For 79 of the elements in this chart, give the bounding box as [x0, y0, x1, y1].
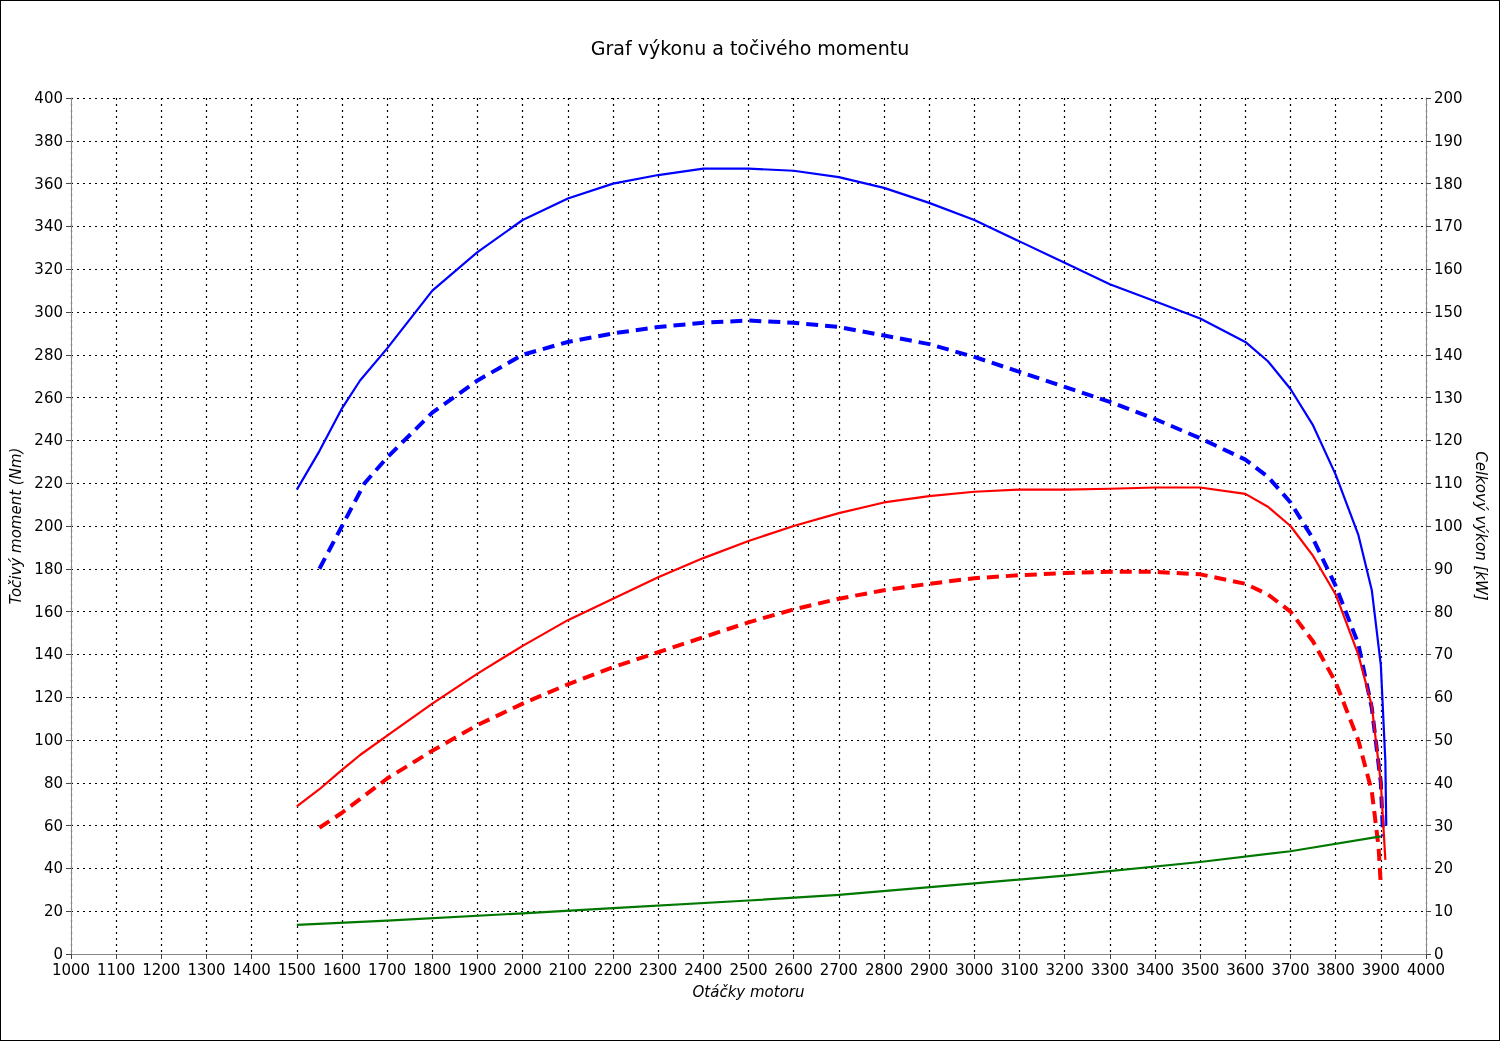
- y2-tick-label: 90: [1434, 559, 1454, 578]
- y2-tick-label: 190: [1434, 131, 1463, 150]
- y-tick-label: 260: [34, 388, 63, 407]
- x-tick-label: 2100: [548, 960, 587, 979]
- x-tick-label: 2900: [910, 960, 949, 979]
- x-tick-label: 2000: [503, 960, 542, 979]
- y-tick-label: 60: [43, 816, 63, 835]
- x-tick-label: 2400: [684, 960, 723, 979]
- y2-tick-label: 180: [1434, 174, 1463, 193]
- y2-tick-label: 40: [1434, 773, 1454, 792]
- line-series: [295, 486, 1387, 861]
- x-tick-label: 3800: [1316, 960, 1355, 979]
- y-tick-label: 0: [53, 945, 63, 963]
- y-tick-label: 180: [34, 559, 63, 578]
- x-tick-label: 3100: [1000, 960, 1039, 979]
- y2-tick-label: 100: [1434, 517, 1463, 535]
- x-tick-label: 3300: [1090, 960, 1129, 979]
- y2-tick-label: 120: [1434, 431, 1463, 450]
- y2-tick-label: 160: [1434, 260, 1463, 279]
- y2-axis-title: Celkový výkon [kW]: [1472, 451, 1491, 601]
- x-tick-label: 4000: [1406, 960, 1446, 979]
- x-axis-title: Otáčky motoru: [692, 982, 805, 1001]
- x-tick-label: 2600: [774, 960, 813, 979]
- x-tick-label: 2800: [864, 960, 904, 979]
- x-tick-label: 1100: [97, 960, 136, 979]
- x-tick-label: 3000: [955, 960, 994, 979]
- x-tick-label: 2300: [639, 960, 678, 979]
- y-tick-label: 140: [34, 645, 63, 664]
- y2-tick-label: 140: [1434, 345, 1463, 364]
- chart-title: Graf výkonu a točivého momentu: [590, 36, 910, 59]
- y2-tick-label: 150: [1434, 303, 1463, 321]
- y2-tick-label: 110: [1434, 474, 1463, 493]
- y-tick-label: 100: [34, 731, 63, 749]
- y2-tick-label: 10: [1434, 902, 1454, 921]
- y-tick-label: 220: [34, 474, 63, 493]
- x-tick-label: 3600: [1226, 960, 1265, 979]
- y-tick-label: 80: [43, 773, 63, 792]
- y-tick-label: 360: [34, 174, 63, 193]
- x-tick-label: 1600: [322, 960, 362, 979]
- x-tick-label: 2200: [593, 960, 633, 979]
- y2-tick-label: 20: [1434, 859, 1454, 878]
- y2-tick-label: 50: [1434, 731, 1454, 749]
- y-tick-label: 20: [43, 902, 63, 921]
- y-tick-label: 40: [43, 859, 63, 878]
- y2-tick-label: 170: [1434, 217, 1463, 236]
- y-tick-label: 160: [34, 602, 63, 621]
- y-tick-label: 240: [34, 431, 63, 450]
- x-tick-label: 2500: [729, 960, 768, 979]
- y2-tick-label: 60: [1434, 688, 1454, 707]
- x-tick-label: 1200: [142, 960, 181, 979]
- x-tick-label: 3700: [1271, 960, 1310, 979]
- y-tick-label: 380: [34, 131, 63, 150]
- y2-tick-label: 70: [1434, 645, 1454, 664]
- y2-tick-label: 0: [1434, 945, 1444, 963]
- x-tick-label: 3900: [1361, 960, 1400, 979]
- x-tick-label: 1400: [232, 960, 271, 979]
- x-tick-label: 3400: [1135, 960, 1175, 979]
- y-tick-label: 400: [34, 89, 63, 107]
- y-tick-label: 320: [34, 260, 63, 279]
- x-tick-label: 3500: [1181, 960, 1220, 979]
- line-series: [295, 835, 1382, 926]
- x-tick-label: 1800: [413, 960, 452, 979]
- x-tick-label: 3200: [1045, 960, 1084, 979]
- x-tick-label: 2700: [819, 960, 858, 979]
- y-axis-title: Točivý moment (Nm): [6, 447, 25, 605]
- y2-tick-label: 200: [1434, 89, 1463, 107]
- y2-tick-label: 30: [1434, 816, 1454, 835]
- y-tick-label: 340: [34, 217, 63, 236]
- x-tick-label: 1000: [51, 960, 91, 979]
- y2-tick-label: 80: [1434, 602, 1454, 621]
- x-tick-label: 1300: [187, 960, 226, 979]
- x-tick-label: 1900: [458, 960, 497, 979]
- y-tick-label: 120: [34, 688, 63, 707]
- x-tick-label: 1500: [277, 960, 316, 979]
- y-tick-label: 300: [34, 303, 63, 321]
- y2-tick-label: 130: [1434, 388, 1463, 407]
- x-tick-label: 1700: [368, 960, 407, 979]
- y-tick-label: 280: [34, 345, 63, 364]
- y-tick-label: 200: [34, 517, 63, 535]
